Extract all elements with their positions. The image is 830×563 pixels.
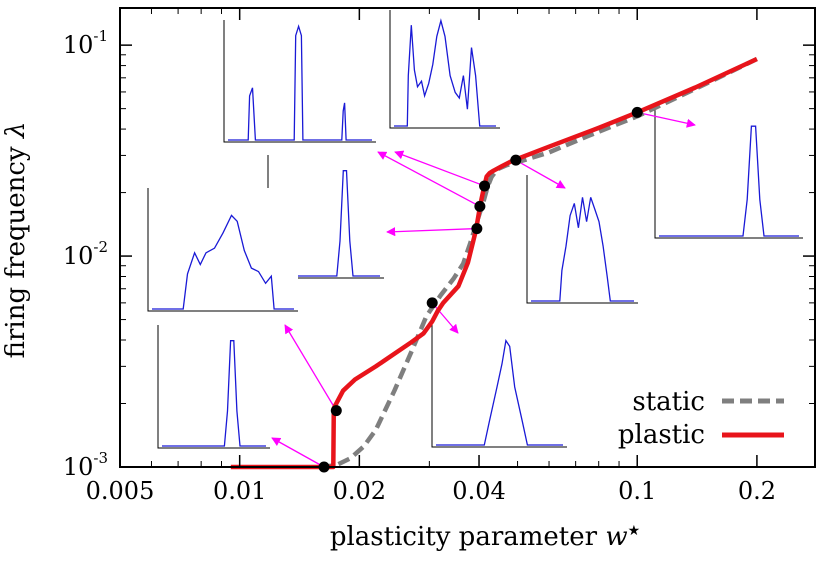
inset-a-axes bbox=[223, 20, 376, 143]
arrows-layer bbox=[271, 111, 696, 468]
data-point-marker bbox=[330, 405, 342, 417]
plot-frame bbox=[119, 7, 816, 468]
inset-pointer-arrow bbox=[431, 302, 459, 334]
inset-b bbox=[389, 10, 500, 129]
data-point-marker bbox=[631, 106, 643, 118]
x-axis-sup: ★ bbox=[628, 523, 641, 539]
inset-pointer-arrow bbox=[637, 111, 696, 128]
inset-a-profile bbox=[228, 24, 372, 141]
inset-e-axes bbox=[157, 325, 270, 449]
inset-e-bg bbox=[158, 325, 270, 448]
y-tick-label: 10-3 bbox=[63, 449, 108, 481]
data-point-marker bbox=[471, 223, 483, 235]
y-tick-label: 10-1 bbox=[63, 27, 108, 59]
x-tick-label: 0.01 bbox=[213, 477, 266, 505]
x-tick-label: 0.1 bbox=[618, 477, 656, 505]
inset-h-axes bbox=[526, 175, 638, 304]
series-line-plastic bbox=[230, 56, 758, 470]
inset-b-axes bbox=[389, 10, 500, 129]
inset-pointer-arrow bbox=[271, 437, 325, 468]
legend-label-plastic: plastic bbox=[618, 420, 705, 450]
inset-g-bg bbox=[432, 325, 567, 447]
inset-f-bg bbox=[655, 110, 803, 238]
inset-d-bg bbox=[148, 188, 298, 311]
inset-g bbox=[431, 325, 567, 448]
inset-h-profile bbox=[531, 197, 634, 302]
inset-c-profile bbox=[272, 170, 380, 277]
inset-h-bg bbox=[527, 175, 638, 303]
inset-d bbox=[147, 188, 298, 312]
inset-g-axes bbox=[431, 325, 567, 448]
legend: static plastic bbox=[618, 387, 784, 450]
inset-d-profile bbox=[152, 214, 294, 310]
inset-a bbox=[223, 20, 376, 143]
inset-f-profile bbox=[659, 125, 799, 237]
inset-pointer-arrow bbox=[377, 151, 481, 207]
x-tick-label: 0.04 bbox=[452, 477, 505, 505]
x-axis-symbol: w bbox=[605, 522, 627, 552]
inset-pointer-arrow bbox=[284, 324, 337, 411]
axes-layer: 0.005 0.01 0.02 0.04 0.1 0.2 10-3 10-2 10-1 bbox=[63, 7, 816, 505]
x-tick-label: 0.02 bbox=[333, 477, 386, 505]
inset-b-bg bbox=[390, 10, 500, 128]
inset-d-axes bbox=[147, 188, 298, 312]
data-point-marker bbox=[426, 297, 438, 309]
y-axis-title-text: firing frequency bbox=[1, 146, 31, 358]
inset-g-profile bbox=[436, 338, 563, 446]
inset-h bbox=[526, 175, 638, 304]
x-tick-label: 0.005 bbox=[86, 477, 155, 505]
inset-e-profile bbox=[162, 340, 266, 447]
data-point-marker bbox=[479, 180, 491, 192]
inset-a-bg bbox=[224, 20, 376, 142]
inset-pointer-arrow bbox=[394, 150, 485, 187]
inset-b-profile bbox=[394, 18, 496, 127]
insets-layer bbox=[147, 10, 803, 449]
y-axis-title: firing frequency λ bbox=[1, 122, 31, 359]
inset-f-axes bbox=[654, 110, 803, 239]
markers-layer bbox=[318, 106, 643, 473]
inset-pointer-arrow bbox=[386, 227, 477, 237]
x-tick-label: 0.2 bbox=[738, 477, 776, 505]
legend-label-static: static bbox=[632, 387, 705, 417]
inset-e bbox=[157, 325, 270, 449]
x-axis-title: plasticity parameter w★ bbox=[330, 522, 640, 552]
data-point-marker bbox=[474, 200, 486, 212]
inset-pointer-arrow bbox=[515, 159, 566, 189]
x-axis-title-text: plasticity parameter bbox=[330, 522, 598, 552]
y-tick-label: 10-2 bbox=[63, 238, 108, 270]
y-axis-symbol: λ bbox=[1, 122, 31, 139]
inset-f bbox=[654, 110, 803, 239]
data-point-marker bbox=[510, 154, 522, 166]
